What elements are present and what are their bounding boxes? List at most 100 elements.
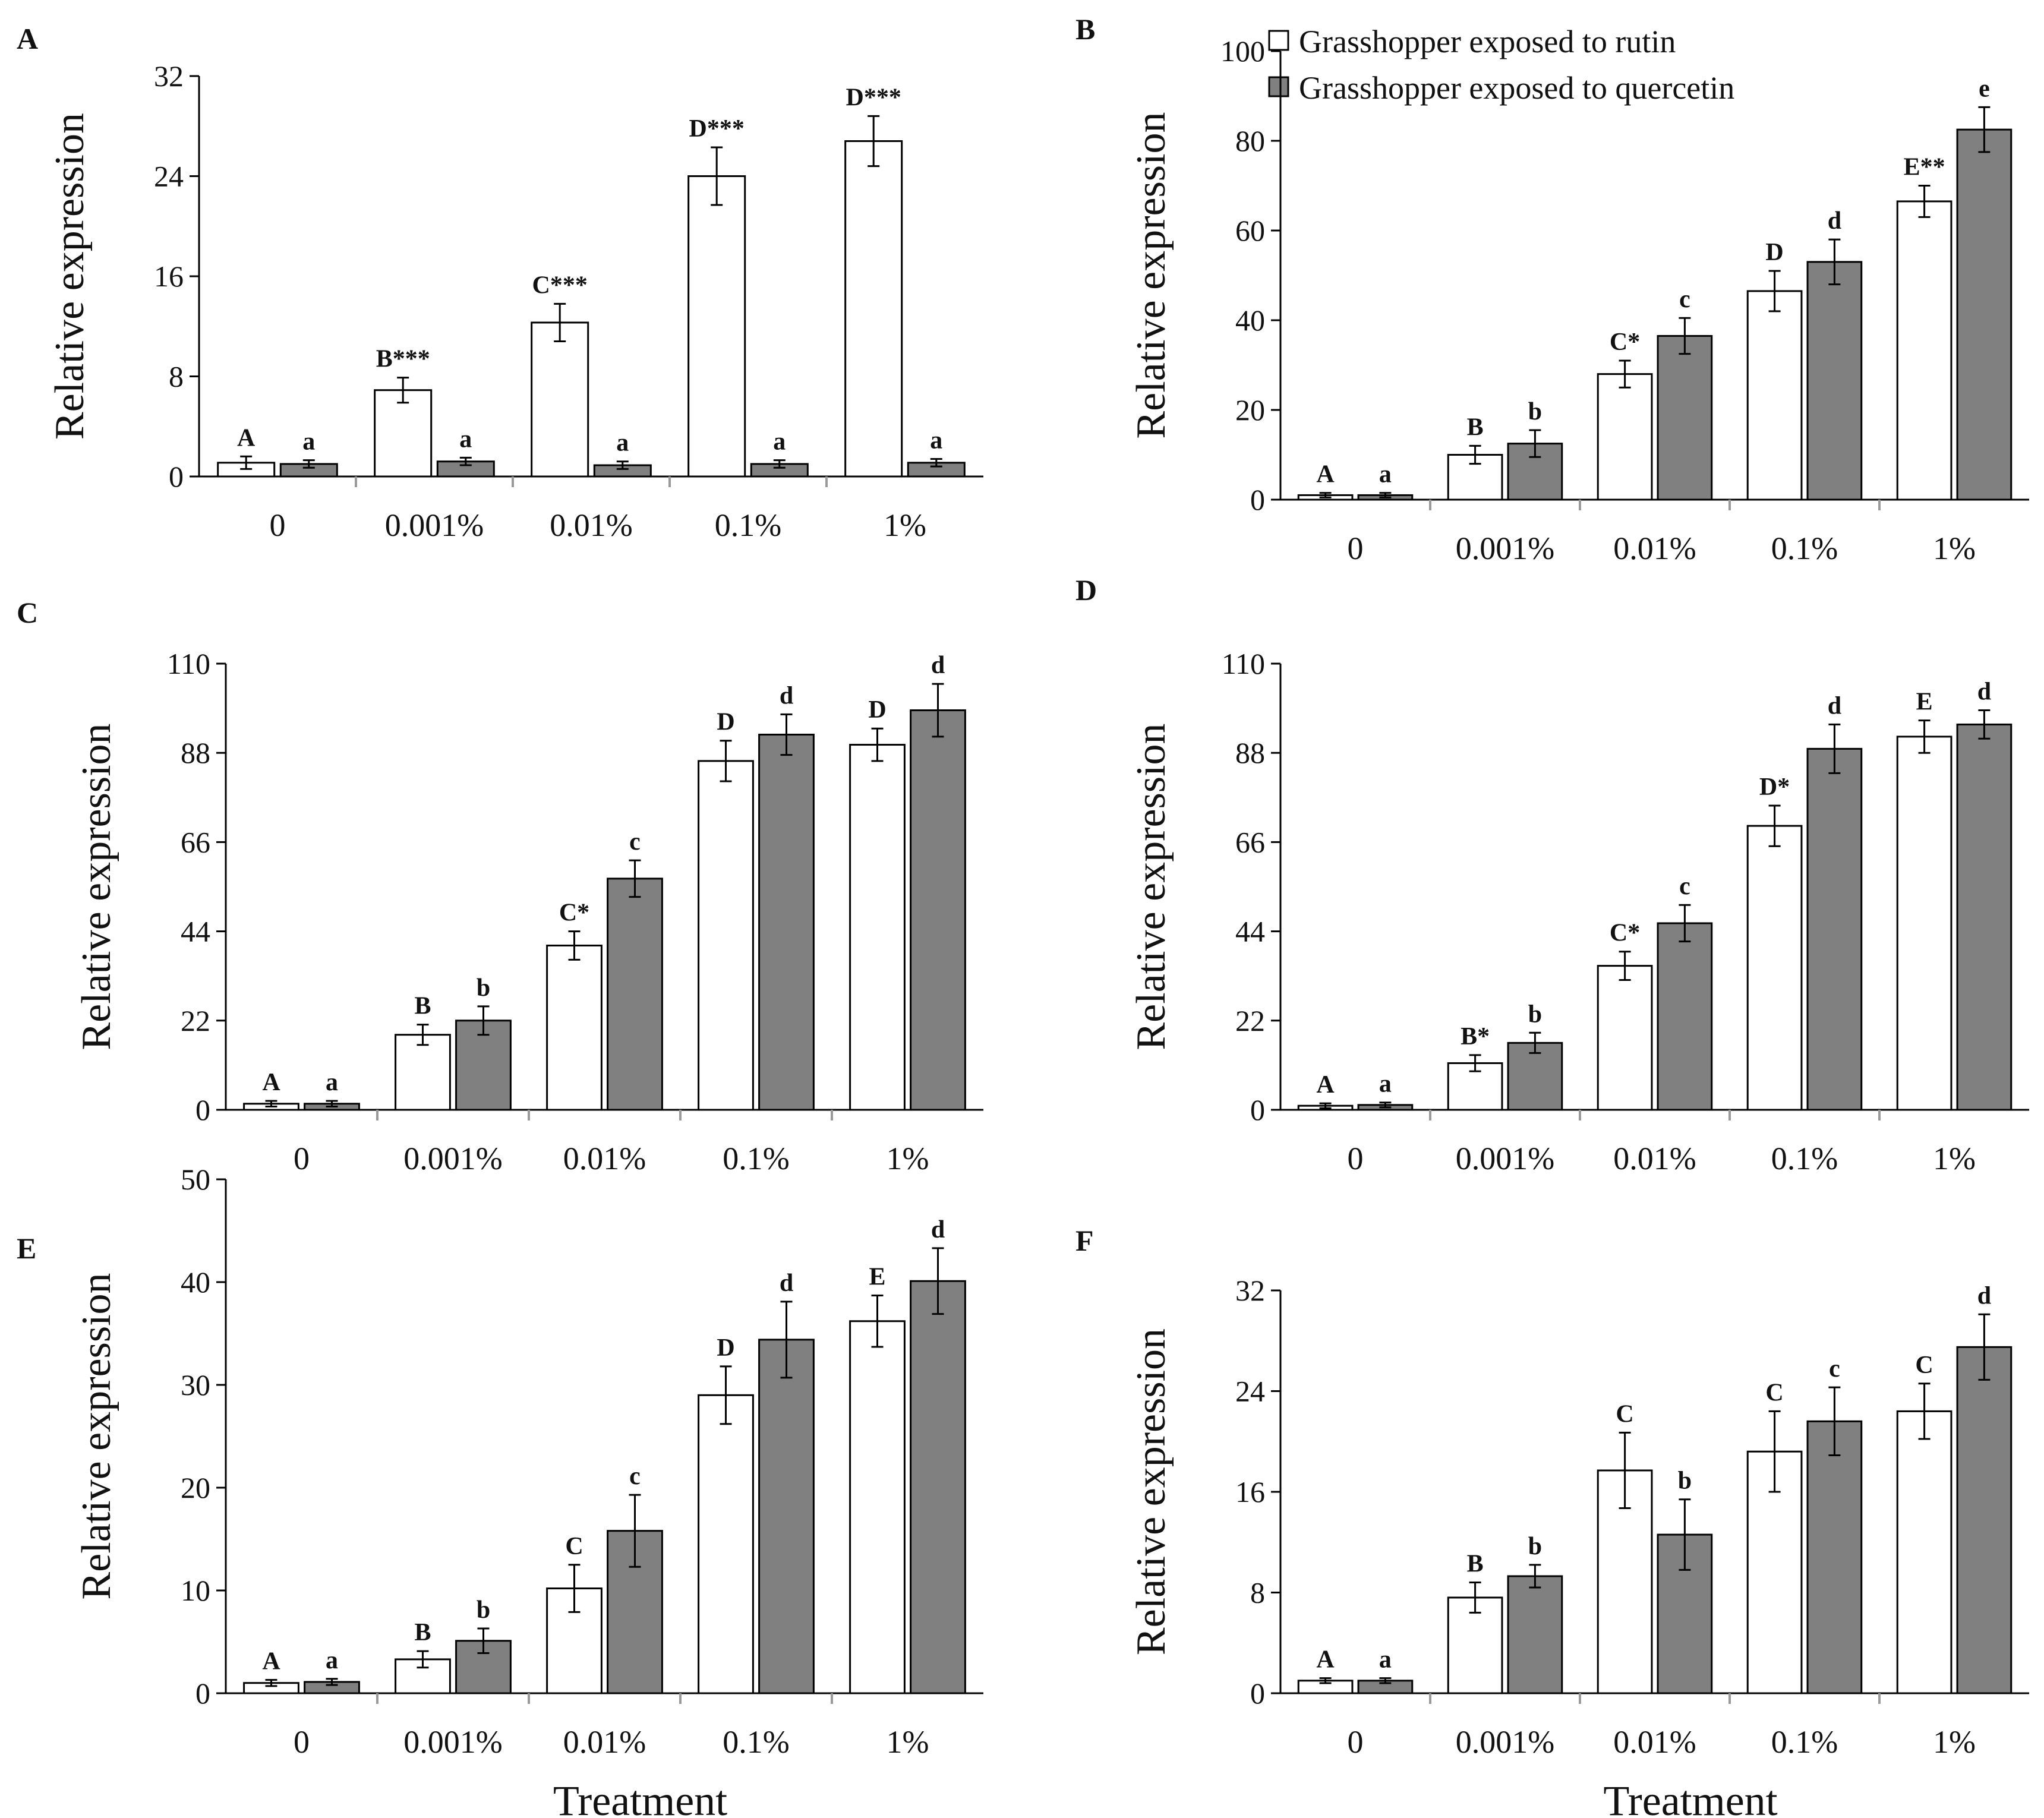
bar-rutin [395,1034,451,1111]
y-tick-label: 32 [1235,1274,1265,1307]
significance-label-rutin: A [1316,1646,1335,1674]
significance-label-quercetin: a [302,428,315,456]
bar-quercetin [1507,1575,1563,1694]
significance-label-quercetin: a [326,1069,338,1096]
x-tick-label: 0 [1348,1141,1364,1176]
bar-rutin [1896,200,1952,501]
significance-label-quercetin: d [931,652,945,679]
significance-label-quercetin: b [477,1596,490,1624]
y-tick-label: 0 [1250,1093,1265,1126]
significance-label-rutin: A [1316,1071,1335,1099]
y-tick-label: 32 [154,59,184,93]
x-tick-label: 0.01% [1613,1141,1696,1176]
y-axis-label: Relative expression [47,113,93,440]
y-tick-label: 30 [181,1368,210,1402]
significance-label-quercetin: b [1528,398,1542,425]
significance-label-rutin: B* [1461,1023,1490,1050]
x-tick-label: 0.001% [1456,1141,1554,1176]
significance-label-rutin: E [1916,689,1933,716]
significance-label-quercetin: d [1828,692,1841,719]
significance-label-quercetin: d [780,682,793,709]
bar-rutin [698,1394,754,1694]
significance-label-quercetin: c [1679,873,1690,900]
bar-quercetin [607,878,663,1111]
y-tick-label: 0 [195,1677,210,1710]
y-tick-label: 8 [169,360,184,393]
significance-label-quercetin: c [1829,1355,1840,1383]
significance-label-quercetin: b [1528,1000,1542,1028]
y-axis-label: Relative expression [1128,1328,1174,1655]
significance-label-rutin: C [1765,1379,1783,1406]
bar-rutin [849,744,906,1111]
significance-label-quercetin: a [1379,1071,1392,1098]
y-tick-label: 88 [1235,736,1265,769]
y-tick-label: 40 [181,1265,210,1299]
chart-panel-d: D 0 22 44 66 88 110 Relative expression 0 A a 0.001… [1075,573,2029,1176]
bar-quercetin [1956,128,2013,501]
bar-quercetin [910,1280,966,1694]
x-axis-label: Treatment [1603,1777,1777,1818]
significance-label-rutin: B [1467,414,1484,441]
x-axis-label: Treatment [553,1777,727,1818]
legend-swatch-rutin [1268,30,1289,51]
bar-rutin [698,760,754,1111]
significance-label-quercetin: a [326,1647,338,1674]
x-tick-label: 1% [887,1141,929,1176]
x-tick-label: 0.1% [723,1141,789,1176]
significance-label-rutin: B [1467,1551,1484,1578]
significance-label-rutin: C*** [532,272,588,299]
y-axis-label: Relative expression [74,723,119,1050]
significance-label-quercetin: c [629,1463,641,1490]
y-axis-label: Relative expression [1128,723,1174,1050]
panel-letter-d: D [1075,573,1097,607]
x-tick-label: 0 [270,507,286,543]
x-tick-label: 0 [294,1141,310,1176]
significance-label-quercetin: c [629,828,641,856]
y-tick-label: 16 [1235,1475,1265,1508]
significance-label-quercetin: d [1977,1282,1991,1309]
x-tick-label: 0.1% [723,1724,789,1760]
x-tick-label: 0.001% [403,1141,502,1176]
y-axis-label: Relative expression [74,1273,119,1599]
x-tick-label: 0.1% [1771,1724,1838,1760]
legend-label-quercetin: Grasshopper exposed to quercetin [1299,70,1734,106]
significance-label-rutin: C [565,1533,583,1560]
y-tick-label: 50 [181,1163,210,1196]
y-tick-label: 110 [1222,647,1265,680]
significance-label-quercetin: d [931,1216,945,1243]
bar-rutin [374,389,433,478]
significance-label-rutin: A [262,1648,280,1675]
x-tick-label: 0.001% [1456,531,1554,566]
significance-label-rutin: C* [1610,329,1640,356]
y-tick-label: 60 [1235,214,1265,247]
significance-label-rutin: A [237,424,256,452]
y-tick-label: 44 [1235,915,1265,948]
significance-label-rutin: D*** [846,84,901,111]
y-tick-label: 110 [167,647,210,680]
x-tick-label: 0.001% [1456,1724,1554,1760]
significance-label-quercetin: d [1977,678,1991,706]
y-tick-label: 40 [1235,304,1265,337]
y-tick-label: 24 [154,160,184,193]
significance-label-rutin: E** [1904,154,1945,181]
x-tick-label: 0.1% [1771,531,1838,566]
y-tick-label: 24 [1235,1375,1265,1408]
chart-panel-b: B 0 20 40 60 80 100 Relative expression 0 A a 0.001… [1075,12,2029,566]
x-tick-label: 0 [1348,1724,1364,1760]
y-tick-label: 0 [1250,1677,1265,1710]
x-tick-label: 0.1% [1771,1141,1838,1176]
y-tick-label: 0 [169,460,184,493]
significance-label-rutin: D [868,696,886,724]
chart-panel-e: E 0 10 20 30 40 50 Relative expression 0 A a 0.001%… [17,1163,983,1818]
bar-rutin [1746,825,1803,1111]
bar-quercetin [758,733,815,1111]
bar-rutin [1896,1410,1952,1694]
y-tick-label: 20 [181,1471,210,1504]
significance-label-rutin: D [717,709,734,736]
legend: Grasshopper exposed to rutin Grasshopper… [1268,24,1734,106]
x-tick-label: 0.01% [563,1141,646,1176]
panel-letter-f: F [1075,1224,1094,1257]
bar-quercetin [1806,261,1863,501]
panel-letter-b: B [1075,12,1095,46]
